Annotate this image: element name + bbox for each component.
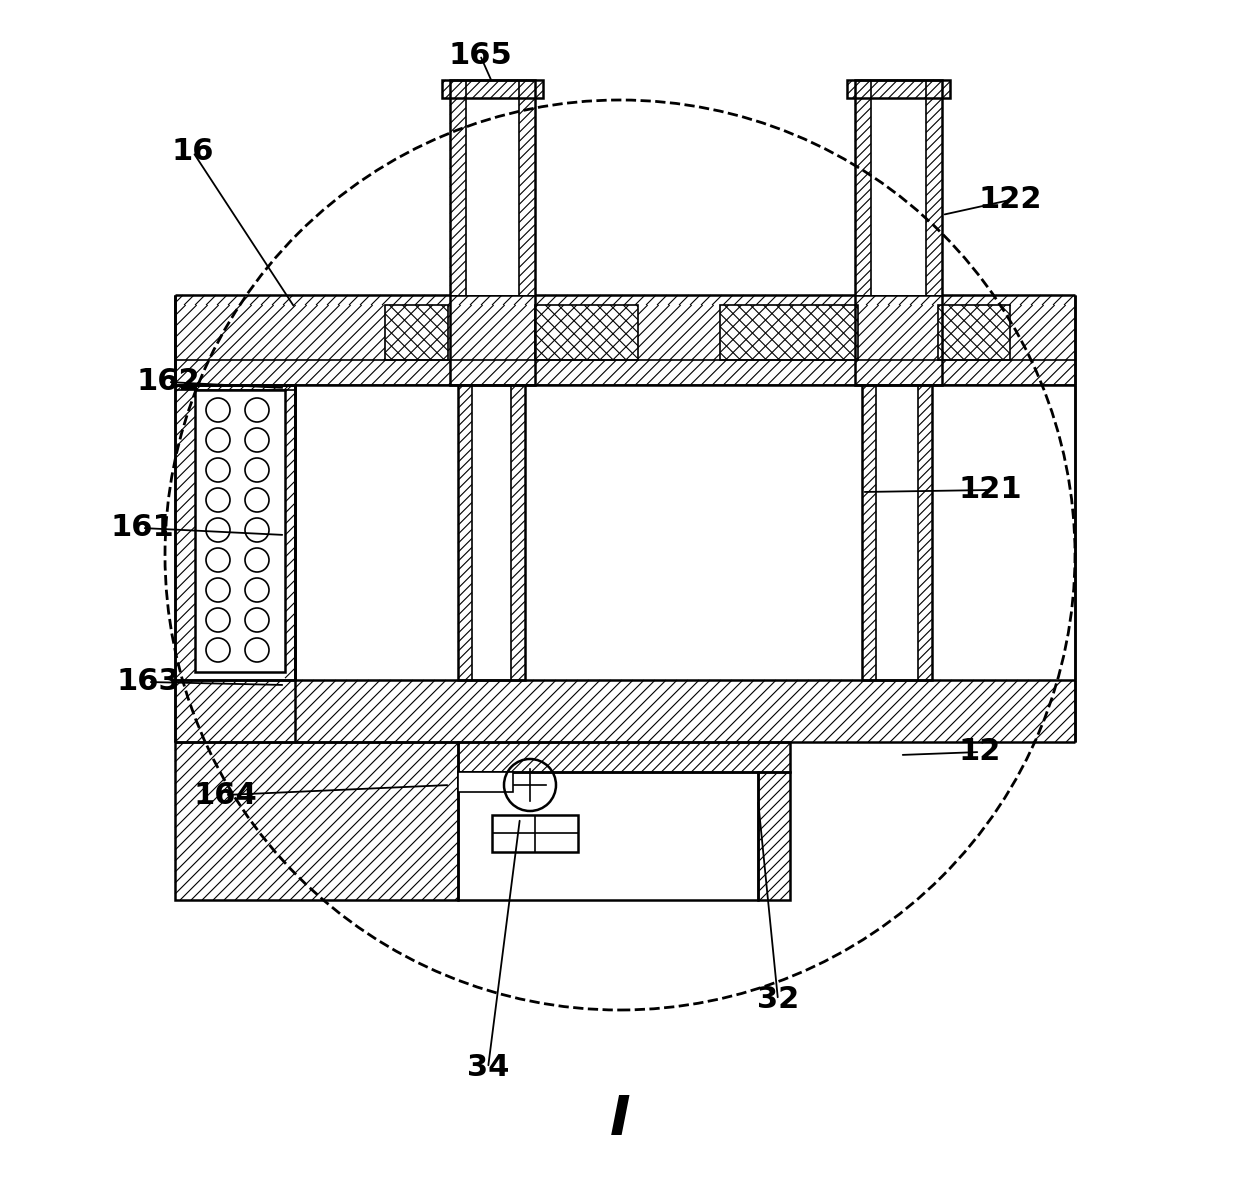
Text: 164: 164 xyxy=(193,781,257,809)
Bar xyxy=(175,741,458,900)
Bar xyxy=(720,305,858,360)
Text: 163: 163 xyxy=(117,668,180,696)
Bar xyxy=(175,294,1075,385)
Bar xyxy=(175,679,1075,741)
Bar xyxy=(847,80,950,98)
Bar xyxy=(441,80,543,98)
Bar xyxy=(525,385,862,679)
Bar xyxy=(458,741,790,772)
Text: 161: 161 xyxy=(110,514,174,542)
Bar xyxy=(847,80,950,98)
Bar xyxy=(758,772,790,900)
Text: 32: 32 xyxy=(756,986,799,1014)
Bar xyxy=(458,772,513,791)
Bar xyxy=(441,80,543,98)
Bar xyxy=(870,80,926,294)
Bar xyxy=(458,772,758,900)
Bar xyxy=(492,815,578,852)
Bar xyxy=(937,305,1011,360)
Text: 162: 162 xyxy=(136,367,200,397)
Bar xyxy=(862,385,932,679)
Bar xyxy=(466,80,520,294)
Bar xyxy=(450,80,534,294)
Bar xyxy=(534,305,639,360)
Bar xyxy=(384,305,448,360)
Bar xyxy=(295,385,458,679)
Text: 16: 16 xyxy=(172,137,215,167)
Bar xyxy=(875,385,918,679)
Text: 121: 121 xyxy=(959,476,1022,504)
Text: 34: 34 xyxy=(466,1054,510,1082)
Bar xyxy=(458,385,525,679)
Bar xyxy=(175,385,295,679)
Bar xyxy=(384,305,448,360)
Bar xyxy=(458,741,790,772)
Text: 12: 12 xyxy=(959,738,1001,766)
Bar xyxy=(856,80,942,294)
Bar xyxy=(856,80,942,385)
Bar xyxy=(195,390,285,672)
Bar xyxy=(720,305,858,360)
Bar xyxy=(472,385,511,679)
Text: I: I xyxy=(610,1093,630,1147)
Bar xyxy=(758,772,790,900)
Bar xyxy=(534,305,639,360)
Bar xyxy=(450,80,534,385)
Bar xyxy=(937,305,1011,360)
Bar xyxy=(932,385,1075,679)
Text: 165: 165 xyxy=(448,41,512,69)
Bar xyxy=(175,385,295,679)
Text: 122: 122 xyxy=(978,186,1042,215)
Bar xyxy=(862,385,932,679)
Bar xyxy=(175,741,458,900)
Bar xyxy=(458,385,525,679)
